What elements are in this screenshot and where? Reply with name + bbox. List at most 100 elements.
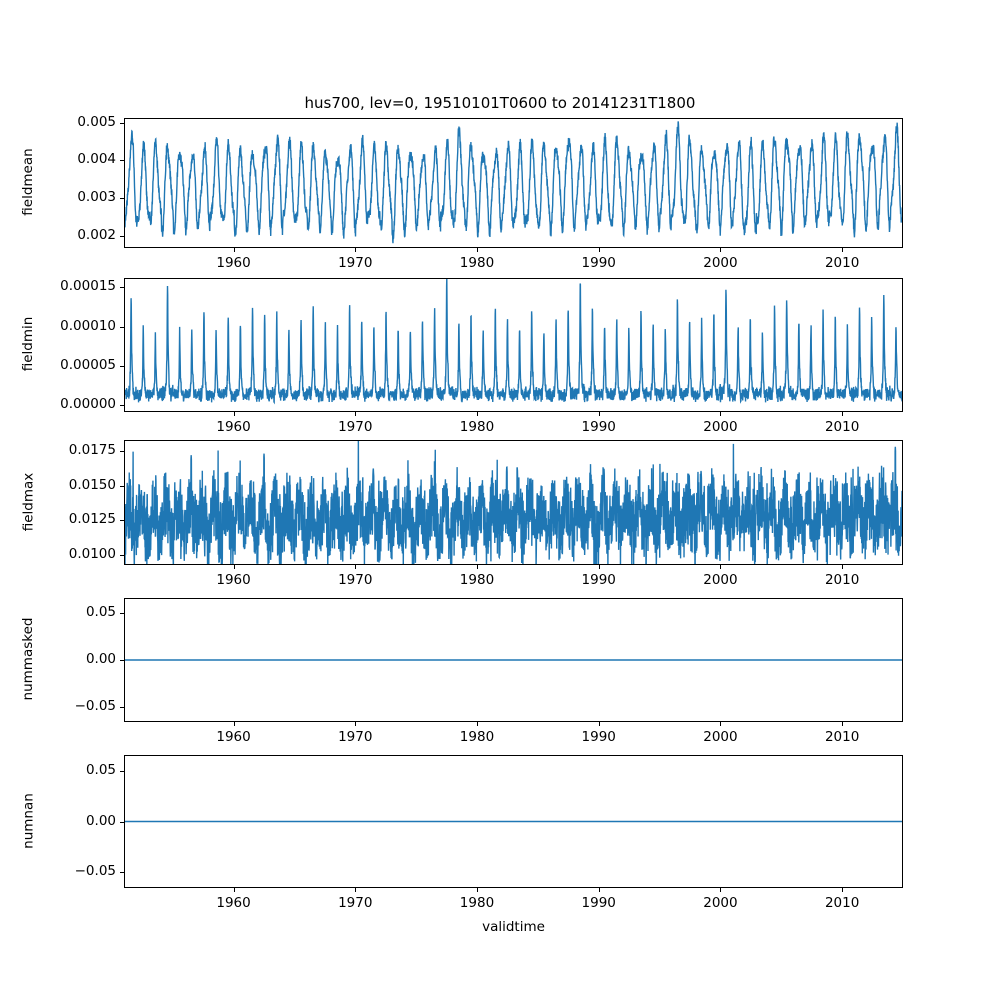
- xtick-label-fieldmax-1: 1970: [338, 572, 373, 588]
- ytick-label-nummasked-0: −0.05: [74, 697, 116, 714]
- ytick-label-fieldmax-3: 0.0175: [68, 442, 116, 459]
- xtick-label-fieldmax-4: 2000: [703, 572, 738, 588]
- xtick-mark-fieldmean-1: [355, 248, 357, 252]
- xtick-label-fieldmean-2: 1980: [459, 255, 495, 271]
- xtick-label-fieldmax-5: 2010: [824, 572, 860, 588]
- xtick-label-fieldmax-3: 1990: [581, 572, 616, 588]
- xtick-mark-fieldmin-1: [355, 412, 357, 416]
- ytick-label-fieldmin-0: 0.00000: [60, 396, 116, 413]
- xtick-label-nummasked-1: 1970: [338, 729, 373, 745]
- xtick-mark-nummasked-5: [842, 722, 844, 726]
- plot-axes-nummasked: [124, 598, 903, 722]
- xtick-mark-fieldmax-2: [477, 565, 479, 569]
- ytick-label-numnan-2: 0.05: [85, 762, 116, 779]
- xtick-label-fieldmean-5: 2010: [824, 255, 860, 271]
- xtick-mark-fieldmin-5: [842, 412, 844, 416]
- ylabel-fieldmean: fieldmean: [20, 148, 36, 216]
- ytick-mark-fieldmin-2: [120, 326, 124, 328]
- ytick-mark-fieldmax-0: [120, 554, 124, 556]
- ytick-label-fieldmax-1: 0.0125: [68, 511, 116, 528]
- xtick-label-fieldmin-0: 1960: [216, 419, 251, 435]
- plot-axes-numnan: [124, 755, 903, 888]
- xtick-label-numnan-3: 1990: [581, 895, 616, 911]
- xtick-mark-fieldmean-5: [842, 248, 844, 252]
- xtick-label-nummasked-3: 1990: [581, 729, 616, 745]
- ytick-mark-fieldmean-2: [120, 160, 124, 162]
- ylabel-nummasked: nummasked: [20, 617, 36, 701]
- xtick-mark-numnan-2: [477, 888, 479, 892]
- plot-axes-fieldmean: [124, 118, 903, 248]
- xtick-mark-fieldmax-1: [355, 565, 357, 569]
- xtick-label-numnan-0: 1960: [216, 895, 251, 911]
- ytick-mark-fieldmax-1: [120, 520, 124, 522]
- xtick-label-fieldmean-4: 2000: [703, 255, 738, 271]
- xtick-mark-fieldmean-0: [233, 248, 235, 252]
- xtick-mark-nummasked-0: [233, 722, 235, 726]
- xtick-mark-numnan-0: [233, 888, 235, 892]
- ylabel-numnan: numnan: [20, 792, 36, 849]
- ytick-mark-fieldmax-2: [120, 485, 124, 487]
- ytick-mark-fieldmax-3: [120, 451, 124, 453]
- xtick-label-fieldmin-1: 1970: [338, 419, 373, 435]
- xtick-label-fieldmax-2: 1980: [459, 572, 495, 588]
- xtick-mark-nummasked-1: [355, 722, 357, 726]
- xtick-mark-fieldmin-0: [233, 412, 235, 416]
- xtick-mark-numnan-3: [598, 888, 600, 892]
- xtick-label-fieldmean-0: 1960: [216, 255, 251, 271]
- ytick-mark-fieldmean-1: [120, 198, 124, 200]
- ytick-mark-fieldmin-3: [120, 287, 124, 289]
- plot-axes-fieldmin: [124, 278, 903, 412]
- ytick-mark-fieldmean-3: [120, 122, 124, 124]
- xtick-mark-fieldmax-5: [842, 565, 844, 569]
- ytick-mark-fieldmin-0: [120, 405, 124, 407]
- xtick-label-numnan-4: 2000: [703, 895, 738, 911]
- xtick-mark-nummasked-4: [720, 722, 722, 726]
- xtick-mark-fieldmin-2: [477, 412, 479, 416]
- ytick-label-fieldmean-3: 0.005: [77, 113, 116, 130]
- xtick-mark-numnan-5: [842, 888, 844, 892]
- xtick-mark-nummasked-3: [598, 722, 600, 726]
- xlabel-validtime: validtime: [482, 919, 545, 935]
- plot-axes-fieldmax: [124, 440, 903, 565]
- ytick-label-numnan-0: −0.05: [74, 862, 116, 879]
- ytick-label-fieldmean-1: 0.003: [77, 189, 116, 206]
- xtick-label-fieldmin-3: 1990: [581, 419, 616, 435]
- xtick-label-fieldmin-2: 1980: [459, 419, 495, 435]
- xtick-label-nummasked-4: 2000: [703, 729, 738, 745]
- ytick-mark-fieldmean-0: [120, 235, 124, 237]
- ytick-label-numnan-1: 0.00: [85, 812, 116, 829]
- ytick-mark-numnan-1: [120, 821, 124, 823]
- ytick-mark-numnan-0: [120, 871, 124, 873]
- ytick-label-fieldmin-1: 0.00005: [60, 357, 116, 374]
- ytick-label-fieldmean-0: 0.002: [77, 226, 116, 243]
- data-line-fieldmean: [125, 121, 902, 243]
- xtick-mark-fieldmax-3: [598, 565, 600, 569]
- ytick-mark-nummasked-0: [120, 707, 124, 709]
- ylabel-fieldmax: fieldmax: [20, 472, 36, 531]
- xtick-mark-fieldmax-0: [233, 565, 235, 569]
- xtick-label-nummasked-2: 1980: [459, 729, 495, 745]
- xtick-label-fieldmin-5: 2010: [824, 419, 860, 435]
- ytick-label-fieldmean-2: 0.004: [77, 151, 116, 168]
- data-line-fieldmax: [125, 441, 902, 564]
- xtick-label-nummasked-5: 2010: [824, 729, 860, 745]
- ytick-label-fieldmax-2: 0.0150: [68, 476, 116, 493]
- ytick-label-nummasked-1: 0.00: [85, 651, 116, 667]
- xtick-label-fieldmean-3: 1990: [581, 255, 616, 271]
- xtick-label-numnan-1: 1970: [338, 895, 373, 911]
- ytick-mark-fieldmin-1: [120, 366, 124, 368]
- ytick-label-fieldmin-3: 0.00015: [60, 278, 116, 295]
- ytick-mark-nummasked-1: [120, 660, 124, 662]
- xtick-mark-numnan-1: [355, 888, 357, 892]
- data-line-fieldmin: [125, 279, 902, 402]
- figure-title: hus700, lev=0, 19510101T0600 to 20141231…: [304, 94, 696, 112]
- xtick-mark-fieldmean-2: [477, 248, 479, 252]
- xtick-mark-fieldmin-3: [598, 412, 600, 416]
- xtick-mark-fieldmean-3: [598, 248, 600, 252]
- ytick-label-fieldmin-2: 0.00010: [60, 317, 116, 334]
- ylabel-fieldmin: fieldmin: [20, 316, 36, 372]
- xtick-mark-fieldmax-4: [720, 565, 722, 569]
- xtick-label-fieldmean-1: 1970: [338, 255, 373, 271]
- xtick-label-numnan-5: 2010: [824, 895, 860, 911]
